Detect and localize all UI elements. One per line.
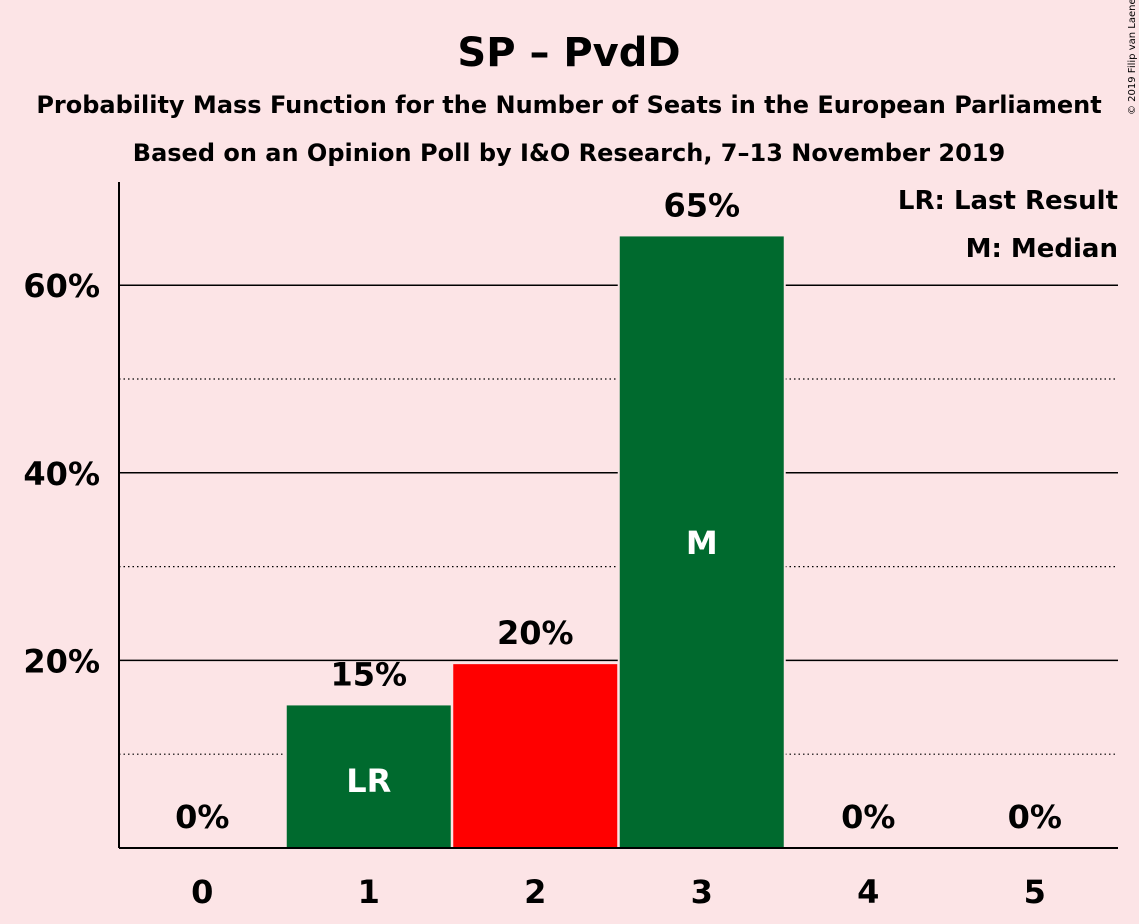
y-tick-labels: 20% 40% 60% <box>23 267 100 680</box>
bars <box>284 234 786 848</box>
x-tick-label: 1 <box>358 873 380 911</box>
x-tick-label: 0 <box>191 873 213 911</box>
bar-value-label: 65% <box>663 186 740 224</box>
x-tick-labels: 0 1 2 3 4 5 <box>191 873 1046 911</box>
y-tick-label: 20% <box>23 642 100 680</box>
x-tick-label: 5 <box>1024 873 1046 911</box>
x-tick-label: 4 <box>857 873 879 911</box>
bar-inner-label: M <box>686 524 718 562</box>
legend-last-result: LR: Last Result <box>898 186 1118 216</box>
y-tick-label: 60% <box>23 267 100 305</box>
bar-value-label: 0% <box>175 798 229 836</box>
bar-labels: 0% 15% LR 20% 65% M 0% 0% <box>175 186 1062 836</box>
bar-value-label: 0% <box>1008 798 1062 836</box>
chart-title: SP – PvdD <box>457 30 680 76</box>
bar <box>453 664 618 848</box>
bar-value-label: 20% <box>497 614 574 652</box>
y-tick-label: 40% <box>23 455 100 493</box>
chart-subtitle: Probability Mass Function for the Number… <box>36 91 1101 119</box>
bar-value-label: 0% <box>841 798 895 836</box>
chart-subtitle-2: Based on an Opinion Poll by I&O Research… <box>133 139 1005 167</box>
bar-value-label: 15% <box>330 655 407 693</box>
bar <box>286 705 451 848</box>
x-tick-label: 3 <box>691 873 713 911</box>
legend-median: M: Median <box>966 234 1118 264</box>
bar-inner-label: LR <box>346 762 391 800</box>
copyright-note: © 2019 Filip van Laenen <box>1127 0 1138 115</box>
x-tick-label: 2 <box>524 873 546 911</box>
bar <box>619 236 784 848</box>
